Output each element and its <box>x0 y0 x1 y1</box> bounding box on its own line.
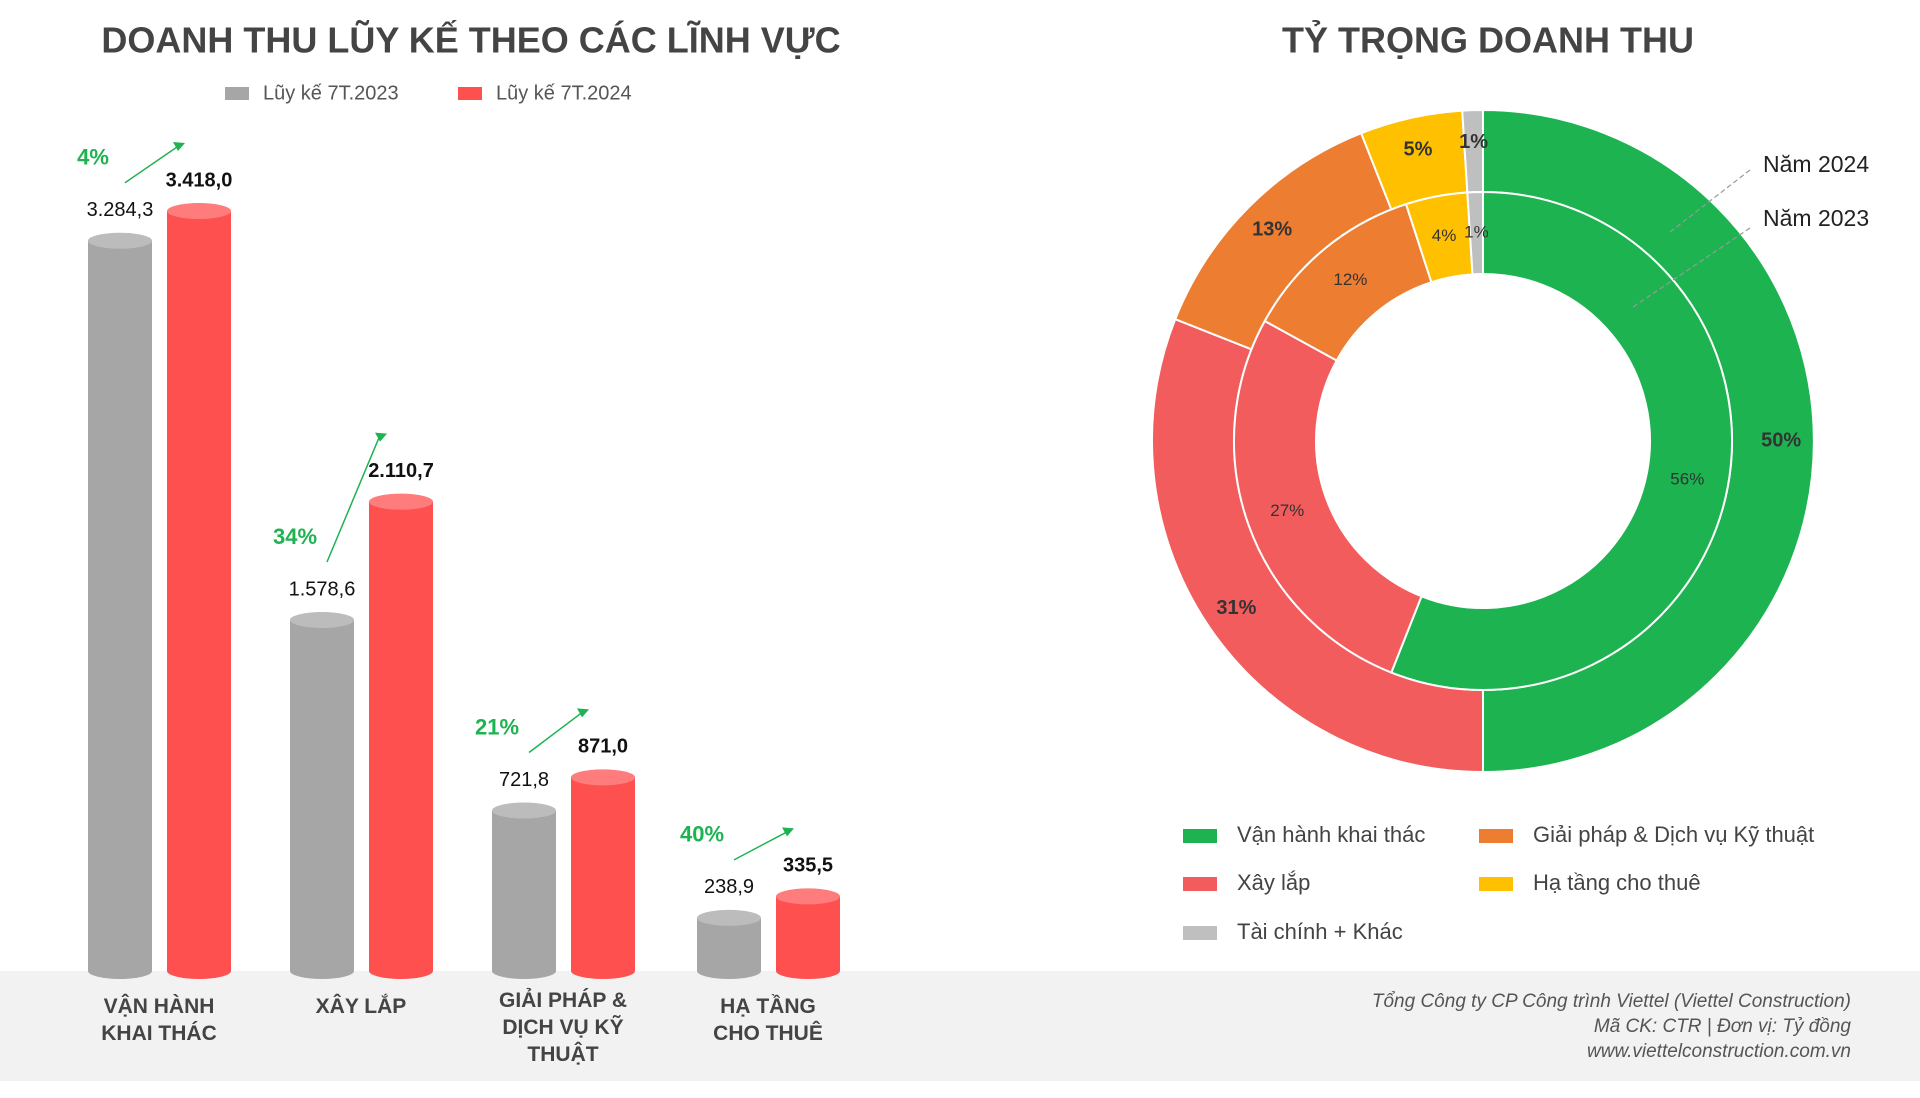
growth-label: 40% <box>680 822 724 847</box>
annotation-line <box>1669 169 1751 233</box>
data-label: 50% <box>1761 429 1801 451</box>
legend-marker <box>1183 926 1217 940</box>
series-label: Năm 2023 <box>1763 205 1869 231</box>
legend-label: Vận hành khai thác <box>1237 822 1425 847</box>
data-label: 12% <box>1333 270 1367 289</box>
legend-marker <box>1183 877 1217 891</box>
legend-label: Lũy kế 7T.2023 <box>263 82 399 104</box>
value-label: 721,8 <box>499 769 549 791</box>
bar <box>88 232 152 979</box>
donut-slice <box>1390 190 1734 691</box>
footer-text: Tổng Công ty CP Công trình Viettel (Viet… <box>1371 991 1851 1012</box>
growth-label: 34% <box>273 524 317 549</box>
growth-arrowhead <box>782 827 794 837</box>
donut-slice <box>1233 319 1423 674</box>
legend-marker <box>225 87 249 100</box>
donut-slice <box>1466 190 1484 276</box>
data-label: 1% <box>1459 131 1488 153</box>
growth-arrowhead <box>375 432 387 442</box>
chart-title: TỶ TRỌNG DOANH THU <box>1282 20 1694 61</box>
growth-label: 4% <box>77 145 109 170</box>
series-label: Năm 2024 <box>1763 151 1869 177</box>
data-label: 31% <box>1216 597 1256 619</box>
growth-arrow <box>326 437 380 563</box>
data-label: 4% <box>1432 226 1457 245</box>
bar <box>571 769 635 979</box>
growth-arrowhead <box>577 708 589 718</box>
bar <box>167 203 231 979</box>
data-label: 27% <box>1270 501 1304 520</box>
legend-marker <box>458 87 482 100</box>
legend-label: Hạ tầng cho thuê <box>1533 870 1701 895</box>
bar <box>697 909 761 979</box>
legend-label: Tài chính + Khác <box>1237 919 1403 944</box>
data-label: 5% <box>1403 138 1432 160</box>
growth-arrowhead <box>173 142 185 151</box>
bar <box>290 611 354 979</box>
data-label: 56% <box>1670 469 1704 488</box>
value-label: 2.110,7 <box>368 460 434 482</box>
value-label: 238,9 <box>704 876 754 898</box>
legend-marker <box>1479 829 1513 843</box>
legend-label: Xây lắp <box>1237 870 1310 895</box>
value-label: 335,5 <box>783 855 833 877</box>
growth-arrow <box>124 146 178 184</box>
value-label: 3.418,0 <box>166 169 233 191</box>
chart-title: DOANH THU LŨY KẾ THEO CÁC LĨNH VỰC <box>101 19 840 61</box>
footer-band <box>0 971 1920 1081</box>
growth-label: 21% <box>475 714 519 739</box>
data-label: 13% <box>1252 218 1292 240</box>
bar <box>776 888 840 979</box>
x-tick-label: GIẢI PHÁP & DỊCH VỤ KỸ THUẬT <box>499 989 627 1066</box>
data-label: 1% <box>1464 223 1489 242</box>
x-tick-label: VẬN HÀNH KHAI THÁC <box>101 995 217 1045</box>
value-label: 1.578,6 <box>289 578 356 600</box>
legend-label: Lũy kế 7T.2024 <box>496 82 632 104</box>
footer-text: Mã CK: CTR | Đơn vị: Tỷ đồng <box>1593 1016 1851 1037</box>
growth-arrow <box>733 831 787 861</box>
footer-text: www.viettelconstruction.com.vn <box>1587 1041 1851 1062</box>
x-tick-label: HẠ TẦNG CHO THUÊ <box>713 995 823 1045</box>
legend-label: Giải pháp & Dịch vụ Kỹ thuật <box>1533 822 1814 847</box>
legend-marker <box>1479 877 1513 891</box>
value-label: 871,0 <box>578 736 628 758</box>
legend-marker <box>1183 829 1217 843</box>
bar <box>369 493 433 979</box>
growth-arrow <box>528 712 582 754</box>
value-label: 3.284,3 <box>87 199 154 221</box>
bar <box>492 802 556 979</box>
x-tick-label: XÂY LẮP <box>315 995 407 1018</box>
